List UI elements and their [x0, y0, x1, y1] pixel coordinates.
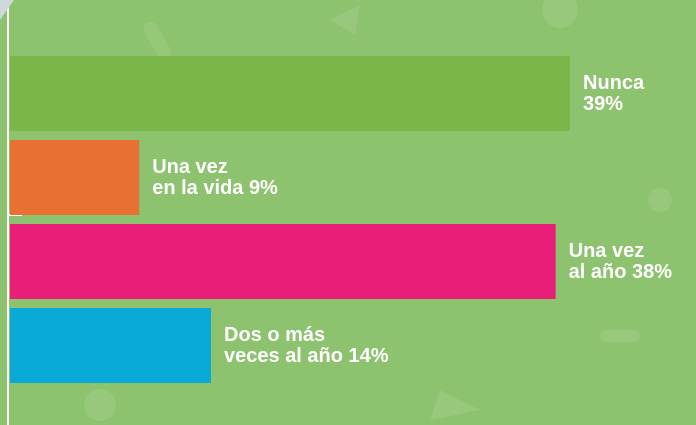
bar: [10, 224, 556, 299]
value-label: 38%: [632, 260, 673, 283]
bar-label: Dos o más veces al año 14%: [224, 323, 389, 367]
bar: [10, 140, 140, 215]
value-label: 39%: [583, 92, 624, 115]
bar: [10, 56, 570, 131]
bar-label: Una vez en la vida 9%: [152, 155, 278, 199]
bar: [10, 308, 212, 383]
bar-label: Una vez al año 38%: [568, 239, 673, 283]
bar-label: Nunca 39%: [583, 71, 645, 115]
corner-decoration: [0, 0, 14, 20]
category-label: Dos o más veces al año: [224, 323, 343, 367]
category-label: Nunca: [583, 71, 645, 94]
category-label: Una vez en la vida: [152, 155, 244, 199]
background-decoration: [84, 0, 672, 421]
category-label: Una vez al año: [568, 239, 645, 283]
value-label: 14%: [348, 344, 389, 367]
value-label: 9%: [248, 176, 278, 199]
